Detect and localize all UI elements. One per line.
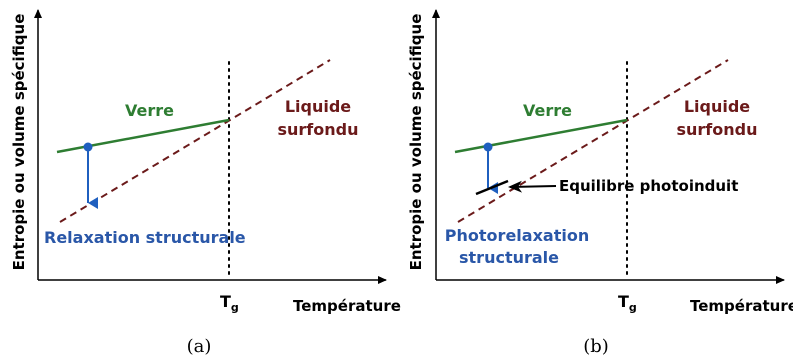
x-axis-label-b: Température bbox=[690, 297, 793, 315]
equilibrium-label: Equilibre photoinduit bbox=[559, 177, 738, 195]
equilibrium-pointer-arrow bbox=[508, 180, 557, 193]
glass-point-b bbox=[483, 142, 493, 152]
glass-label-b: Verre bbox=[523, 101, 572, 120]
tg-label-a: Tg bbox=[220, 292, 239, 314]
liquid-label-a-line2: surfondu bbox=[278, 120, 359, 139]
panel-a: Entropie ou volume spécifique Températur… bbox=[10, 9, 401, 357]
relax-label-b-line2: structurale bbox=[459, 248, 559, 267]
photoinduced-equilibrium-segment bbox=[475, 179, 509, 196]
tg-label-b: Tg bbox=[618, 292, 637, 314]
glass-line-b bbox=[454, 118, 628, 154]
liquid-label-a-line1: Liquide bbox=[285, 97, 351, 116]
x-axis-label-a: Température bbox=[293, 297, 401, 315]
caption-b: (b) bbox=[583, 336, 609, 357]
y-axis-label-b: Entropie ou volume spécifique bbox=[407, 14, 425, 271]
liquid-line-b bbox=[457, 59, 729, 223]
relax-label-b-line1: Photorelaxation bbox=[445, 226, 589, 245]
glass-label-a: Verre bbox=[125, 101, 174, 120]
y-axis-label-a: Entropie ou volume spécifique bbox=[10, 14, 28, 271]
caption-a: (a) bbox=[187, 336, 212, 357]
liquid-label-b-line2: surfondu bbox=[677, 120, 758, 139]
panel-b: Entropie ou volume spécifique Températur… bbox=[407, 9, 793, 357]
liquid-line-a bbox=[59, 59, 331, 223]
glass-line-a bbox=[56, 118, 230, 154]
glass-point-a bbox=[83, 142, 93, 152]
liquid-label-b-line1: Liquide bbox=[684, 97, 750, 116]
relax-label-a: Relaxation structurale bbox=[44, 228, 246, 247]
